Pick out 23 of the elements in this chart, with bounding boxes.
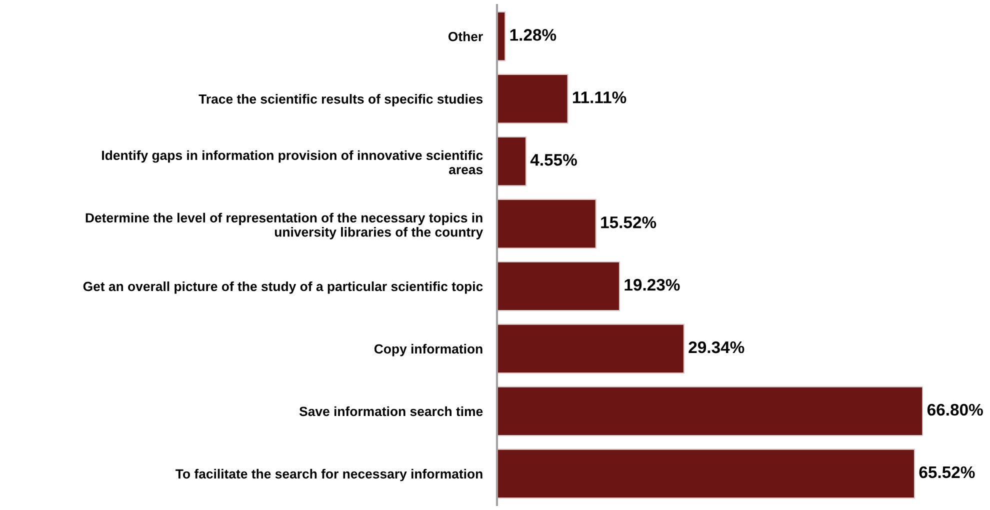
bar (496, 448, 916, 499)
y-tick-label: Identify gaps in information provision of innovative scientific areas (102, 150, 483, 174)
y-tick-label: Other (448, 32, 483, 42)
data-label: 4.55% (530, 154, 577, 166)
data-label: 15.52% (601, 216, 656, 228)
y-tick-label: Get an overall picture of the study of a particular scientific topic (83, 281, 483, 294)
y-tick-label: Save information search time (299, 406, 483, 416)
bar (496, 386, 923, 436)
bar (496, 324, 685, 374)
data-label: 11.11% (572, 92, 626, 104)
data-label: 66.80% (927, 404, 983, 416)
bar (496, 198, 596, 249)
y-tick-label: To facilitate the search for necessary information (176, 468, 482, 482)
data-label: 65.52% (919, 466, 975, 478)
data-label: 29.34% (688, 341, 744, 354)
bar (496, 261, 620, 312)
y-tick-label: Determine the level of representation of the necessary topics in university libraries of the country (86, 212, 484, 240)
y-tick-label: Trace the scientific results of specific studies (198, 94, 483, 106)
bar (496, 74, 568, 124)
y-tick-label: Copy information (374, 344, 482, 356)
data-label: 19.23% (624, 278, 680, 291)
data-label: 1.28% (510, 29, 556, 41)
bar (496, 136, 527, 186)
